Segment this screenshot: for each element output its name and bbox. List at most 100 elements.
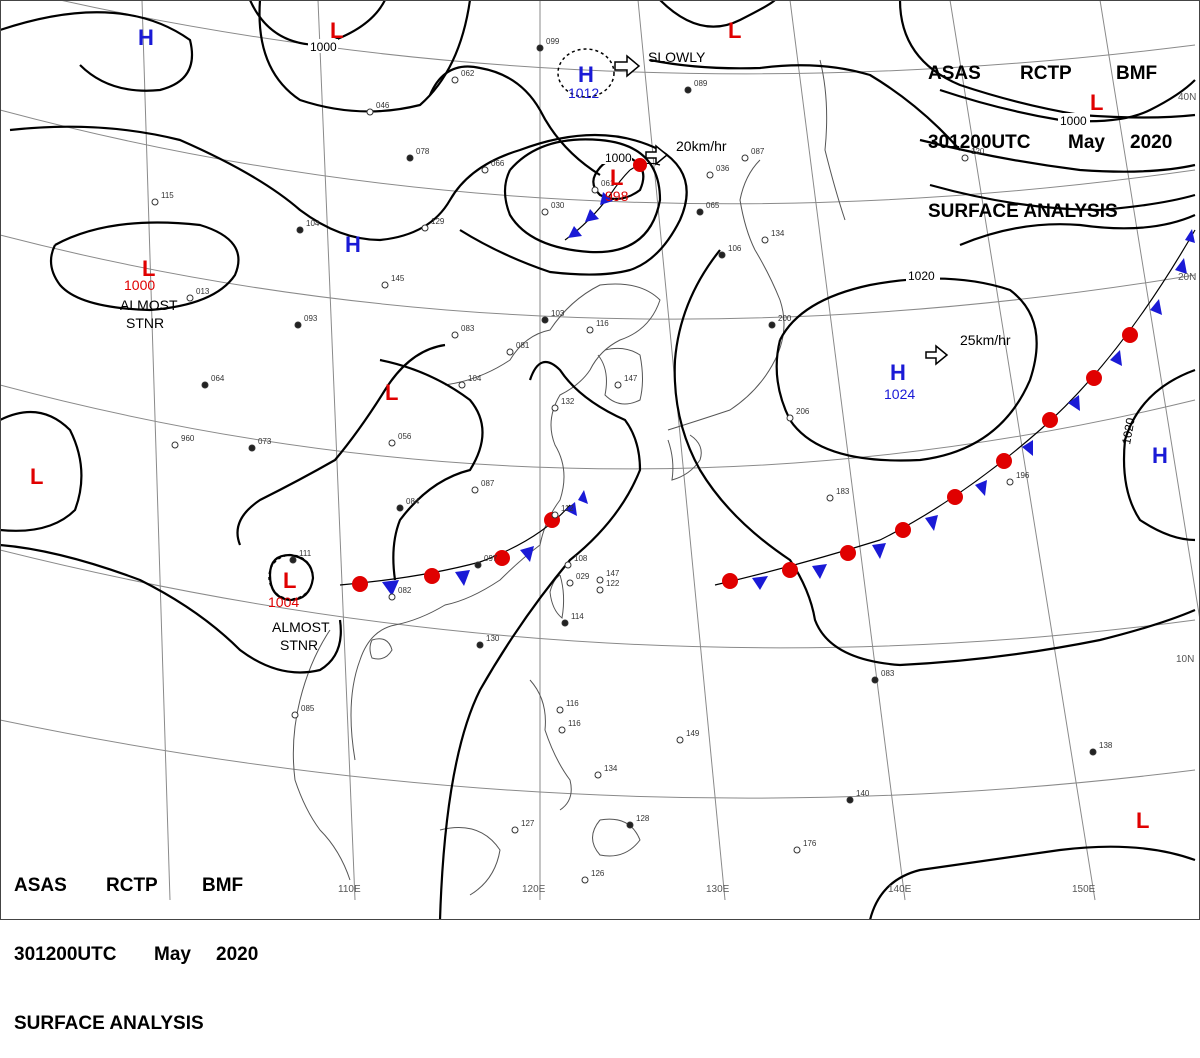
station-dot	[741, 154, 749, 162]
station-dot	[481, 166, 489, 174]
station-pressure: 097	[484, 554, 498, 563]
station-pressure: 115	[161, 191, 174, 200]
isobar-labels: 1000 1000 1000 1020 1020	[308, 39, 1138, 446]
isobar	[503, 138, 662, 254]
latitude-line	[59, 0, 1196, 75]
station-dot	[626, 821, 634, 829]
station-dot	[296, 226, 304, 234]
coastline-sakhalin	[819, 59, 846, 221]
station-pressure: 176	[803, 839, 817, 848]
station-pressure: 200	[778, 314, 792, 323]
cold-front-triangles-north	[568, 192, 613, 238]
station-pressure: 099	[546, 37, 560, 46]
longitude-label: 120E	[522, 884, 546, 895]
station-dot	[458, 381, 466, 389]
coastline-luzon	[529, 679, 572, 811]
station-dot	[151, 198, 159, 206]
longitude-line	[317, 0, 356, 901]
isobar	[649, 58, 961, 151]
isobar-label: 1020	[908, 269, 935, 283]
low-pressure-value: 1000	[124, 277, 155, 293]
station-pressure: 114	[571, 612, 584, 621]
station-pressure: 083	[881, 669, 895, 678]
isobar	[1122, 368, 1196, 542]
isobar	[775, 277, 1038, 462]
station-pressure: 122	[606, 579, 620, 588]
station-pressure: 087	[481, 479, 495, 488]
stnr-label: STNR	[280, 637, 318, 653]
stnr-label: STNR	[126, 315, 164, 331]
isobar	[659, 0, 776, 28]
station-dot	[201, 381, 209, 389]
station-pressure: 013	[196, 287, 210, 296]
coastline-hainan	[369, 638, 393, 660]
longitude-label: 140E	[888, 884, 912, 895]
stnr-label: ALMOST	[272, 619, 330, 635]
station-pressure: 132	[561, 397, 575, 406]
station-pressure: 140	[856, 789, 870, 798]
coastline-china	[350, 283, 661, 761]
station-dot	[381, 281, 389, 289]
station-pressure: 082	[398, 586, 412, 595]
station-pressure: 056	[398, 432, 412, 441]
station-dot	[289, 556, 297, 564]
station-dot	[388, 593, 396, 601]
station-pressure: 085	[301, 704, 315, 713]
high-center: H	[138, 25, 154, 50]
isobar	[428, 65, 601, 176]
station-pressure: 081	[516, 341, 530, 350]
header-title: SURFACE ANALYSIS	[928, 201, 1118, 222]
header-year: 2020	[1130, 132, 1173, 153]
station-dot	[451, 331, 459, 339]
station-dot	[1089, 748, 1097, 756]
station-dot	[596, 586, 604, 594]
isobar	[0, 410, 83, 532]
station-dot	[396, 504, 404, 512]
isobar	[379, 358, 484, 581]
isobar	[959, 213, 1196, 247]
station-dot	[558, 726, 566, 734]
isobar-label: 1000	[605, 151, 632, 165]
coastline-taiwan	[549, 574, 565, 619]
station-pressure: 130	[486, 634, 500, 643]
station-pressure: 128	[636, 814, 650, 823]
station-dot	[171, 441, 179, 449]
station-dot	[471, 486, 479, 494]
latitude-line	[0, 549, 1196, 649]
station-dot	[541, 208, 549, 216]
station-dot	[551, 404, 559, 412]
high-center: H	[345, 232, 361, 257]
low-center: L	[1136, 808, 1149, 833]
isobar	[258, 0, 472, 113]
station-pressure: 120	[971, 147, 985, 156]
station-dot	[676, 736, 684, 744]
station-dot	[248, 444, 256, 452]
station-dot	[541, 316, 549, 324]
station-pressure: 087	[751, 147, 765, 156]
latitude-line	[0, 234, 1196, 320]
header-office: BMF	[202, 875, 244, 896]
station-pressure: 036	[716, 164, 730, 173]
station-pressure: 138	[1099, 741, 1113, 750]
header-bottom-left: ASAS RCTP BMF 301200UTC May 2020 SURFACE ANA…	[14, 828, 258, 1058]
station-pressure: 134	[604, 764, 618, 773]
latitude-label: 40N	[1178, 92, 1196, 103]
station-dot	[564, 561, 572, 569]
station-dot	[594, 771, 602, 779]
low-center: L	[385, 380, 398, 405]
station-pressure: 129	[431, 217, 445, 226]
station-pressure: 093	[304, 314, 318, 323]
isobar	[929, 183, 1196, 212]
station-dot	[474, 561, 482, 569]
station-dot	[506, 348, 514, 356]
station-dot	[761, 236, 769, 244]
station-pressure: 108	[574, 554, 588, 563]
station-pressure: 061	[601, 179, 615, 188]
header-month: May	[1068, 132, 1105, 153]
isobar	[438, 360, 642, 920]
coastline-mindanao	[592, 818, 641, 857]
station-pressure: 126	[591, 869, 605, 878]
warm-front-scallops	[722, 327, 1138, 589]
grid-labels: 110E 120E 130E 140E 150E 40N 20N 10N	[338, 92, 1196, 895]
longitude-label: 130E	[706, 884, 730, 895]
